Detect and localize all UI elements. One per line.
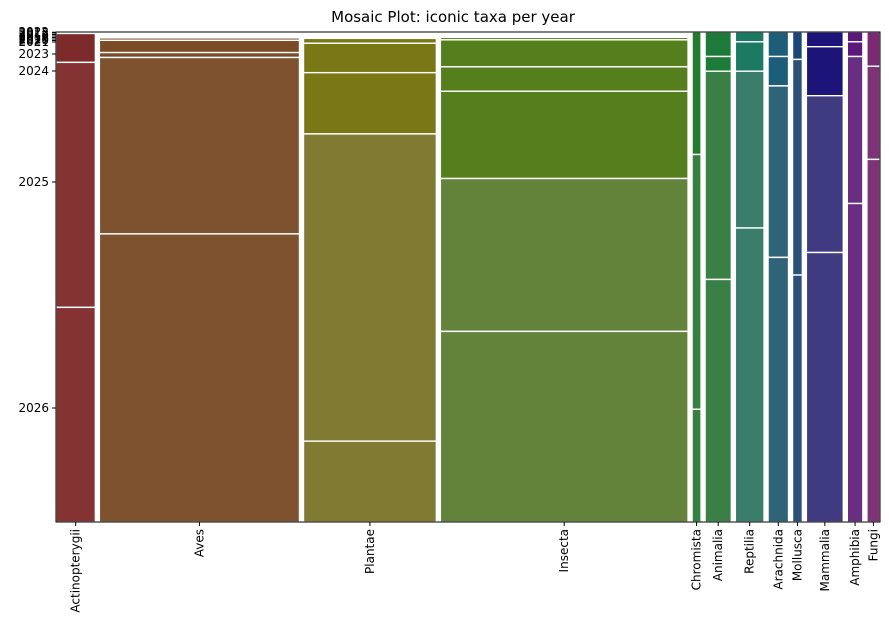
tile-aves-2026 <box>98 233 301 523</box>
x-tick-label-mollusca: Mollusca <box>790 529 804 581</box>
tile-plantae-2022 <box>302 37 438 44</box>
tile-fungi-2026 <box>866 158 881 523</box>
tile-chromista-2025 <box>691 153 702 411</box>
x-tick-label-animalia: Animalia <box>711 529 725 581</box>
tile-amphibia-2024 <box>846 41 864 58</box>
tile-aves-2024 <box>98 51 301 59</box>
y-tick-label-2023: 2023 <box>18 47 49 61</box>
tile-animalia-2024 <box>704 55 733 72</box>
tile-plantae-2023 <box>302 42 438 74</box>
tile-mammalia-2024 <box>805 46 844 97</box>
y-tick-label-2015: 2015 <box>18 26 49 40</box>
x-tick-label-insecta: Insecta <box>557 529 571 572</box>
tile-plantae-2024 <box>302 71 438 135</box>
tile-plantae-2025 <box>302 133 438 442</box>
tile-aves-2023 <box>98 39 301 54</box>
tile-insecta-2023 <box>439 66 689 92</box>
y-tick-label-2026: 2026 <box>18 401 49 415</box>
tile-reptilia-2023 <box>734 31 765 43</box>
x-tick-label-arachnida: Arachnida <box>771 529 785 590</box>
tile-arachnida-2024 <box>767 55 790 87</box>
tile-mammalia-2026 <box>805 251 844 523</box>
tile-actinopterygii-2026 <box>55 306 97 523</box>
y-tick-label-2022: 2022 <box>18 25 49 39</box>
tile-animalia-2026 <box>704 278 733 523</box>
y-tick-label-2016: 2016 <box>18 28 49 42</box>
x-tick-label-actinopterygii: Actinopterygii <box>69 529 83 613</box>
tile-mammalia-2025 <box>805 94 844 254</box>
tile-reptilia-2025 <box>734 70 765 229</box>
tile-arachnida-2025 <box>767 85 790 259</box>
tile-mollusca-2025 <box>791 58 804 276</box>
y-tick-label-2019: 2019 <box>18 32 49 46</box>
tile-actinopterygii-2025 <box>55 61 97 309</box>
axes-frame <box>55 31 881 523</box>
y-tick-label-2021: 2021 <box>18 35 49 49</box>
tile-fungi-2025 <box>866 65 881 161</box>
x-tick-label-aves: Aves <box>192 529 206 557</box>
x-tick-label-amphibia: Amphibia <box>848 529 862 586</box>
chart-title: Mosaic Plot: iconic taxa per year <box>331 8 576 26</box>
x-tick-label-reptilia: Reptilia <box>743 529 757 574</box>
tile-insecta-2026 <box>439 330 689 523</box>
tile-reptilia-2026 <box>734 227 765 523</box>
y-tick-label-2017: 2017 <box>18 29 49 43</box>
tile-arachnida-2023 <box>767 31 790 58</box>
tile-aves-2025 <box>98 56 301 235</box>
x-axis-tick-labels: Actinopterygii Aves Plantae Insecta Chromist… <box>69 522 880 613</box>
plot-frame <box>55 31 881 523</box>
tile-insecta-2025 <box>439 177 689 333</box>
mosaic-tiles <box>55 31 881 523</box>
tile-insecta-2022 <box>439 39 689 68</box>
tile-amphibia-2023 <box>846 31 864 43</box>
y-tick-label-2020: 2020 <box>18 34 49 48</box>
tile-amphibia-2026 <box>846 202 864 523</box>
tile-plantae-2026 <box>302 440 438 523</box>
y-tick-label-2024: 2024 <box>18 64 49 78</box>
tile-mollusca-2026 <box>791 274 804 523</box>
x-tick-label-plantae: Plantae <box>363 529 377 574</box>
tile-insecta-2024 <box>439 90 689 180</box>
tile-mollusca-2024 <box>791 31 804 61</box>
y-tick-label-2025: 2025 <box>18 175 49 189</box>
tile-chromista-2024 <box>691 31 702 156</box>
tile-mammalia-2023 <box>805 31 844 48</box>
tile-arachnida-2026 <box>767 256 790 523</box>
tile-actinopterygii-2024 <box>55 32 97 64</box>
tile-reptilia-2024 <box>734 41 765 72</box>
x-tick-label-chromista: Chromista <box>690 529 704 590</box>
tile-animalia-2025 <box>704 70 733 281</box>
x-tick-label-mammalia: Mammalia <box>818 529 832 591</box>
tile-chromista-2026 <box>691 408 702 523</box>
tile-fungi-2024 <box>866 31 881 67</box>
x-tick-label-fungi: Fungi <box>866 529 880 561</box>
y-tick-label-2018: 2018 <box>18 31 49 45</box>
tile-amphibia-2025 <box>846 55 864 205</box>
tile-animalia-2023 <box>704 31 733 58</box>
